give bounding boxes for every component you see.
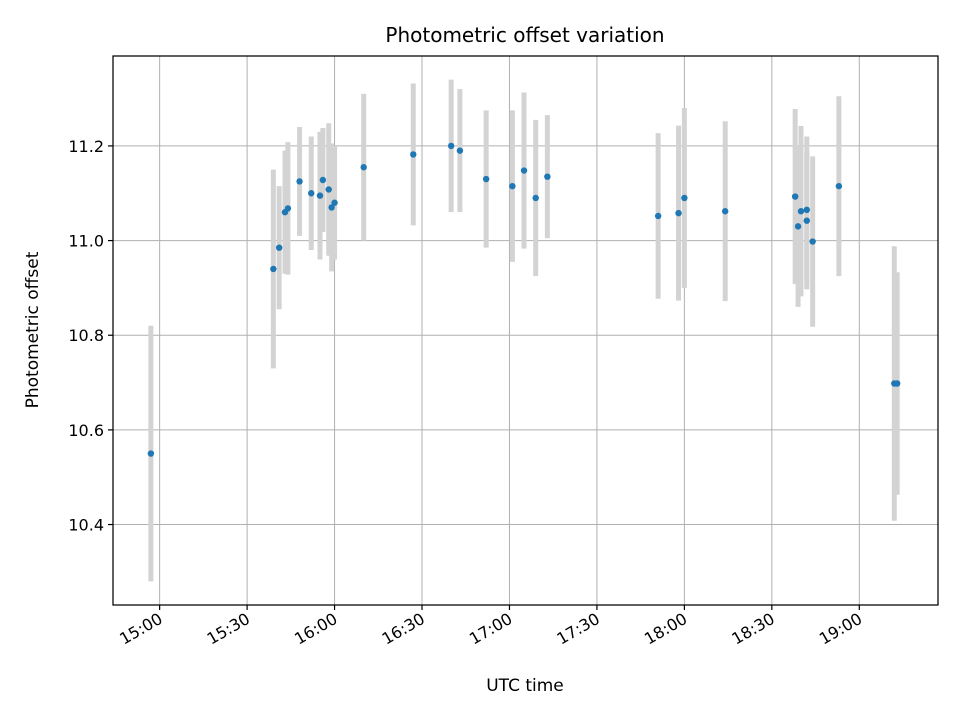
data-point [654, 212, 662, 220]
data-point [270, 265, 277, 273]
data-point [325, 186, 332, 193]
data-point [675, 209, 682, 217]
data-point [721, 208, 729, 215]
data-point [794, 223, 802, 230]
data-point [803, 206, 811, 214]
data-point [360, 164, 367, 171]
data-point [410, 151, 417, 158]
data-point [520, 167, 528, 174]
data-point [791, 193, 799, 200]
data-point [893, 380, 901, 387]
data-point [328, 204, 335, 211]
y-tick-label: 11.2 [68, 137, 104, 156]
y-tick-label: 10.4 [68, 516, 104, 535]
data-point [544, 173, 551, 180]
data-point [331, 199, 338, 206]
y-axis-ticks: 10.4 10.6 10.8 11.0 11.2 [68, 137, 113, 535]
data-point [482, 175, 490, 183]
data-point [308, 190, 315, 197]
data-point [316, 192, 324, 199]
data-point [803, 217, 811, 224]
y-tick-label: 11.0 [68, 232, 104, 251]
data-point [296, 178, 303, 185]
data-point [809, 238, 816, 245]
data-point [319, 176, 327, 184]
data-point [447, 142, 455, 150]
data-point [284, 205, 292, 212]
y-tick-label: 10.6 [68, 421, 104, 440]
data-point [797, 208, 805, 215]
plot-frame [112, 55, 939, 606]
data-point [275, 244, 283, 251]
data-point [509, 182, 516, 190]
data-point [532, 194, 539, 202]
data-point [835, 182, 843, 190]
x-axis-title: UTC time [486, 676, 564, 696]
data-point [456, 147, 464, 154]
y-axis-title: Photometric offset [23, 251, 43, 408]
data-points [147, 142, 901, 457]
y-tick-label: 10.8 [68, 326, 104, 345]
data-point [681, 194, 688, 202]
chart-title: Photometric offset variation [385, 23, 664, 47]
data-point [147, 450, 155, 457]
